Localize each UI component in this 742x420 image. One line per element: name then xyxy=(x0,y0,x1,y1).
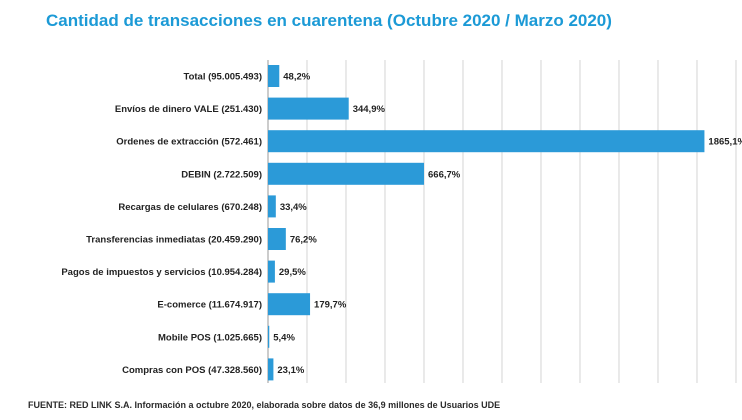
value-label: 29,5% xyxy=(279,267,306,278)
category-label: Pagos de impuestos y servicios (10.954.2… xyxy=(61,267,262,278)
value-label: 1865,1% xyxy=(708,137,742,148)
value-label: 5,4% xyxy=(273,332,295,343)
category-label: DEBIN (2.722.509) xyxy=(181,169,262,180)
bar xyxy=(268,358,274,381)
source-note: FUENTE: RED LINK S.A. Información a octu… xyxy=(28,400,501,410)
chart-title: Cantidad de transacciones en cuarentena … xyxy=(46,11,612,30)
bar xyxy=(268,260,275,283)
category-label: Ordenes de extracción (572.461) xyxy=(116,137,262,148)
value-label: 48,2% xyxy=(283,72,310,83)
value-label: 179,7% xyxy=(314,300,347,311)
value-label: 666,7% xyxy=(428,169,461,180)
category-label: Transferencias inmediatas (20.459.290) xyxy=(86,235,262,246)
category-label: Mobile POS (1.025.665) xyxy=(158,332,262,343)
bar xyxy=(268,293,311,316)
gridlines xyxy=(267,60,737,383)
bar xyxy=(268,65,280,87)
value-label: 344,9% xyxy=(353,104,386,115)
category-label: E-comerce (11.674.917) xyxy=(157,300,262,311)
bar xyxy=(268,228,286,250)
value-label: 33,4% xyxy=(280,202,307,213)
bar xyxy=(268,162,425,185)
bar xyxy=(268,195,276,218)
category-label: Total (95.005.493) xyxy=(183,72,262,83)
bars xyxy=(268,65,705,381)
value-label: 23,1% xyxy=(277,365,304,376)
bar xyxy=(268,97,349,120)
labels: Total (95.005.493) 48,2% Envíos de dinero … xyxy=(61,72,742,376)
bar xyxy=(268,130,705,153)
bar xyxy=(268,325,270,348)
value-label: 76,2% xyxy=(290,235,317,246)
category-label: Recargas de celulares (670.248) xyxy=(118,202,262,213)
category-label: Envíos de dinero VALE (251.430) xyxy=(115,104,262,115)
bar-chart: Total (95.005.493) 48,2% Envíos de dinero … xyxy=(61,60,742,383)
category-label: Compras con POS (47.328.560) xyxy=(122,365,262,376)
